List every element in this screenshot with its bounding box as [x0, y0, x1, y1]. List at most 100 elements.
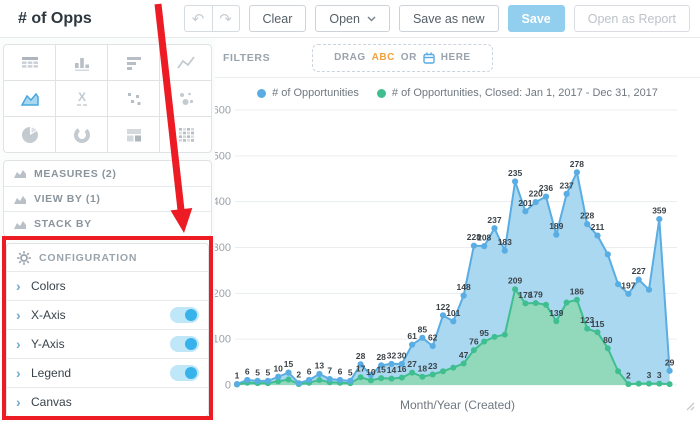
data-point-green[interactable] [553, 318, 560, 325]
data-point-green[interactable] [409, 369, 416, 376]
config-row-y-axis[interactable]: › Y-Axis [7, 329, 208, 358]
data-point-green[interactable] [275, 378, 282, 385]
data-point-green[interactable] [357, 374, 364, 381]
chart-type-treemap[interactable] [108, 117, 159, 152]
data-point-blue[interactable] [450, 318, 457, 325]
chart-type-bubble-chart[interactable] [160, 81, 211, 116]
data-point-blue[interactable] [553, 231, 560, 238]
data-point-green[interactable] [460, 360, 467, 367]
config-row-colors[interactable]: › Colors [7, 271, 208, 300]
data-point-blue[interactable] [367, 371, 374, 379]
data-point-blue[interactable] [522, 208, 529, 215]
data-point-blue[interactable] [563, 190, 570, 197]
bucket-stack-by[interactable]: STACK BY [4, 211, 211, 236]
data-point-green[interactable] [481, 338, 488, 345]
data-point-blue[interactable] [501, 247, 508, 254]
data-point-blue[interactable] [409, 341, 416, 348]
data-point-green[interactable] [563, 299, 570, 306]
data-point-blue[interactable] [429, 342, 436, 350]
data-point-blue[interactable] [295, 380, 302, 387]
data-point-green[interactable] [388, 375, 395, 382]
chart-type-headline[interactable]: X [56, 81, 107, 116]
data-point-blue[interactable] [491, 225, 498, 232]
data-point-blue[interactable] [645, 286, 653, 293]
data-point-blue[interactable] [285, 369, 292, 376]
data-point-green[interactable] [367, 377, 374, 384]
data-point-blue[interactable] [275, 373, 282, 380]
open-button[interactable]: Open [315, 5, 390, 32]
data-point-green[interactable] [666, 381, 673, 388]
data-point-green[interactable] [532, 299, 539, 306]
data-point-blue[interactable] [244, 376, 251, 384]
data-point-green[interactable] [604, 345, 611, 352]
data-point-blue[interactable] [378, 362, 385, 369]
bucket-view-by[interactable]: VIEW BY (1) [4, 186, 211, 211]
bucket-measures[interactable]: MEASURES (2) [4, 161, 211, 186]
chart-type-pie-chart[interactable] [4, 117, 55, 152]
data-point-blue[interactable] [594, 232, 601, 239]
y-axis-toggle[interactable] [170, 336, 199, 352]
data-point-green[interactable] [594, 329, 601, 336]
chart-type-area-chart[interactable] [4, 81, 55, 116]
data-point-blue[interactable] [233, 380, 241, 388]
data-point-green[interactable] [378, 375, 385, 382]
data-point-green[interactable] [615, 368, 622, 375]
save-as-new-button[interactable]: Save as new [398, 5, 499, 32]
legend-toggle[interactable] [170, 365, 199, 381]
data-point-blue[interactable] [615, 281, 622, 288]
data-point-blue[interactable] [460, 292, 467, 299]
data-point-blue[interactable] [439, 312, 447, 319]
data-point-blue[interactable] [512, 178, 519, 185]
config-row-canvas[interactable]: › Canvas [7, 387, 208, 416]
data-point-green[interactable] [429, 371, 436, 378]
filter-drop-zone[interactable]: DRAG ABC OR HERE [312, 43, 493, 72]
data-point-green[interactable] [584, 325, 591, 332]
chart-type-table[interactable] [4, 45, 55, 80]
data-point-blue[interactable] [532, 199, 539, 206]
chart-type-scatter-plot[interactable] [108, 81, 159, 116]
data-point-green[interactable] [419, 373, 426, 380]
data-point-blue[interactable] [481, 243, 488, 250]
data-point-green[interactable] [512, 286, 519, 293]
data-point-blue[interactable] [584, 221, 591, 228]
data-point-blue[interactable] [336, 376, 344, 384]
data-point-green[interactable] [543, 301, 549, 308]
legend-item-opportunities[interactable]: # of Opportunities [257, 87, 359, 99]
data-point-blue[interactable] [398, 360, 405, 368]
data-point-green[interactable] [522, 300, 529, 307]
data-point-green[interactable] [440, 368, 446, 375]
x-axis-toggle[interactable] [170, 307, 199, 323]
chart-type-column-chart[interactable] [56, 45, 107, 80]
config-row-legend[interactable]: › Legend [7, 358, 208, 387]
data-point-blue[interactable] [635, 276, 642, 283]
data-point-blue[interactable] [666, 367, 673, 374]
data-point-blue[interactable] [254, 377, 261, 384]
data-point-blue[interactable] [656, 215, 663, 223]
save-button[interactable]: Save [507, 5, 565, 32]
data-point-green[interactable] [450, 364, 457, 371]
data-point-green[interactable] [573, 296, 580, 303]
data-point-blue[interactable] [604, 251, 611, 258]
data-point-blue[interactable] [264, 377, 271, 384]
clear-button[interactable]: Clear [248, 5, 307, 32]
config-row-x-axis[interactable]: › X-Axis [7, 300, 208, 329]
open-as-report-button[interactable]: Open as Report [573, 5, 690, 32]
chart-type-heatmap[interactable] [160, 117, 211, 152]
data-point-blue[interactable] [542, 193, 550, 200]
data-point-green[interactable] [285, 376, 292, 383]
data-point-green[interactable] [501, 331, 508, 338]
data-point-blue[interactable] [625, 290, 632, 297]
data-point-blue[interactable] [306, 376, 313, 384]
data-point-green[interactable] [656, 380, 663, 387]
data-point-blue[interactable] [573, 169, 580, 176]
data-point-green[interactable] [398, 374, 405, 381]
data-point-blue[interactable] [347, 377, 354, 384]
undo-button[interactable]: ↶ [183, 5, 212, 32]
data-point-blue[interactable] [470, 242, 477, 249]
data-point-green[interactable] [635, 380, 642, 387]
data-point-green[interactable] [625, 381, 632, 388]
data-point-blue[interactable] [357, 361, 364, 368]
data-point-green[interactable] [470, 347, 477, 354]
chart-type-donut-chart[interactable] [56, 117, 107, 152]
